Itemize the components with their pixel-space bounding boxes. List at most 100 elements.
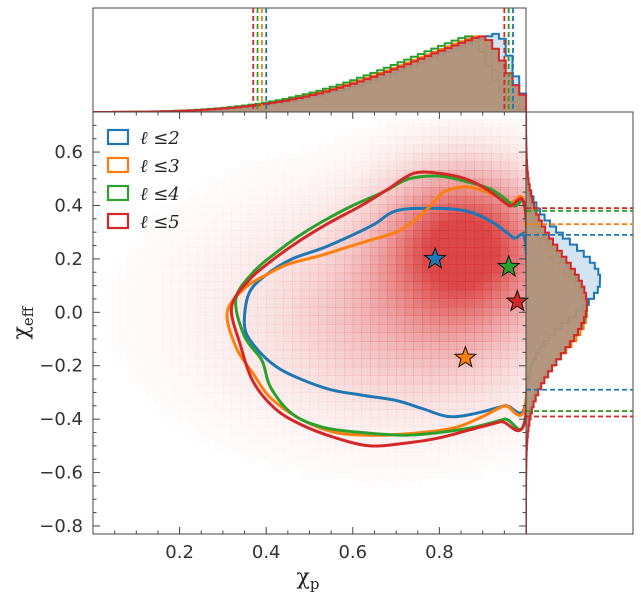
y-axis-label-sub: eff <box>19 305 37 326</box>
density-cell <box>119 358 128 367</box>
density-cell <box>283 306 293 316</box>
density-cell <box>170 281 180 291</box>
density-cell <box>196 298 206 308</box>
density-cell <box>474 187 484 197</box>
density-cell <box>378 315 388 325</box>
density-cell <box>508 170 518 180</box>
density-cell <box>197 187 206 196</box>
density-cell <box>249 452 258 461</box>
density-cell <box>206 418 215 427</box>
density-cell <box>422 306 432 316</box>
density-cell <box>335 230 345 239</box>
density-cell <box>370 426 380 436</box>
density-cell <box>222 230 232 239</box>
density-cell <box>205 341 215 351</box>
density-cell <box>318 170 328 180</box>
density-cell <box>128 367 137 376</box>
density-cell <box>456 195 466 205</box>
density-cell <box>413 349 423 359</box>
density-cell <box>205 255 215 265</box>
density-cell <box>196 366 206 376</box>
density-cell <box>491 461 500 470</box>
density-cell <box>257 289 267 299</box>
density-cell <box>154 256 163 265</box>
density-cell <box>318 195 328 205</box>
density-cell <box>257 212 267 222</box>
density-cell <box>482 306 492 316</box>
density-cell <box>439 230 449 239</box>
density-cell <box>214 383 224 393</box>
density-cell <box>231 272 241 282</box>
density-cell <box>448 212 458 222</box>
density-cell <box>456 375 466 385</box>
density-cell <box>448 247 458 257</box>
density-cell <box>430 144 440 154</box>
density-cell <box>300 409 310 419</box>
density-cell <box>231 238 241 248</box>
density-cell <box>231 264 241 274</box>
density-cell <box>171 341 180 350</box>
density-cell <box>465 306 475 316</box>
density-cell <box>128 307 137 316</box>
density-cell <box>258 452 267 461</box>
density-cell <box>309 289 319 299</box>
density-cell <box>448 153 458 163</box>
density-cell <box>500 204 510 214</box>
density-cell <box>188 384 197 393</box>
density-cell <box>292 221 302 231</box>
density-cell <box>422 366 432 376</box>
density-cell <box>482 238 492 248</box>
density-cell <box>430 383 440 393</box>
density-cell <box>300 324 310 334</box>
density-cell <box>266 341 276 351</box>
density-cell <box>353 452 362 461</box>
density-cell <box>335 153 344 162</box>
density-cell <box>300 272 310 282</box>
density-cell <box>517 452 526 461</box>
density-cell <box>205 298 215 308</box>
x-tick-label: 0.6 <box>338 542 367 563</box>
x-axis-label-main: χ <box>297 565 310 590</box>
density-cell <box>379 478 388 487</box>
density-cell <box>378 366 388 376</box>
density-cell <box>491 400 501 410</box>
density-cell <box>370 332 380 342</box>
density-cell <box>196 349 206 359</box>
density-cell <box>119 281 128 290</box>
density-cell <box>456 289 466 299</box>
density-cell <box>500 332 510 342</box>
density-cell <box>154 401 163 410</box>
density-cell <box>422 418 432 428</box>
density-cell <box>154 333 163 342</box>
density-cell <box>361 375 371 385</box>
density-cell <box>500 358 510 368</box>
density-cell <box>257 366 267 376</box>
density-cell <box>300 264 310 274</box>
density-cell <box>231 281 241 291</box>
density-cell <box>249 170 258 179</box>
density-cell <box>370 255 380 265</box>
density-cell <box>387 144 397 154</box>
density-cell <box>482 349 492 359</box>
density-cell <box>214 255 224 265</box>
density-cell <box>309 230 319 239</box>
density-cell <box>344 161 354 171</box>
density-cell <box>500 221 510 231</box>
density-cell <box>413 255 423 265</box>
density-cell <box>170 332 180 342</box>
density-cell <box>188 230 197 239</box>
density-cell <box>292 230 302 239</box>
density-cell <box>448 195 458 205</box>
density-cell <box>482 204 492 214</box>
density-cell <box>404 255 414 265</box>
density-cell <box>309 187 319 197</box>
density-cell <box>404 127 414 137</box>
density-cell <box>387 383 397 393</box>
density-cell <box>283 272 293 282</box>
density-cell <box>214 222 223 231</box>
density-cell <box>500 306 510 316</box>
density-cell <box>422 195 432 205</box>
density-cell <box>482 324 492 334</box>
density-cell <box>136 290 145 299</box>
density-cell <box>500 435 509 444</box>
